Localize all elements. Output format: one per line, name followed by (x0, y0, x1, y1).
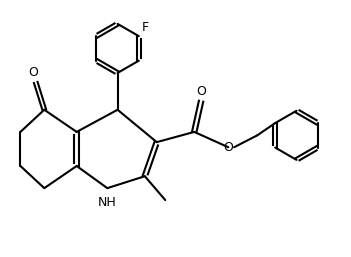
Text: F: F (141, 21, 149, 34)
Text: O: O (196, 85, 206, 98)
Text: NH: NH (98, 196, 117, 209)
Text: O: O (28, 66, 38, 79)
Text: O: O (223, 141, 233, 154)
